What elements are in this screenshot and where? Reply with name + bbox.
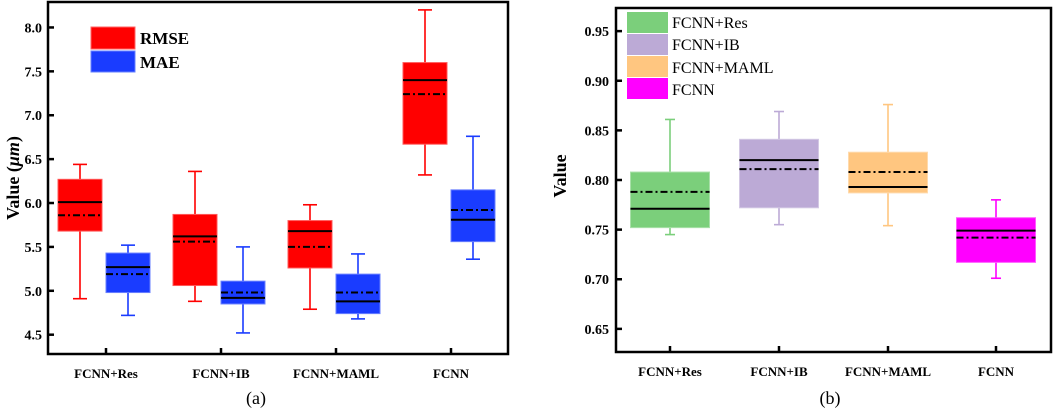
legend-swatch-fcnn-res <box>627 12 668 33</box>
x-tick-label-fcnn-res: FCNN+Res <box>74 366 138 381</box>
box-value-fcnn-res <box>630 118 710 236</box>
panel-a-boxes <box>57 9 496 334</box>
x-tick-label-fcnn: FCNN <box>433 366 470 381</box>
box-iqr <box>630 171 710 229</box>
y-tick-label: 0.65 <box>585 323 610 338</box>
box-iqr <box>450 189 496 243</box>
y-tick-label: 7.0 <box>25 109 43 124</box>
box-rmse-fcnn-ib <box>172 170 218 303</box>
panel-b: 0.650.700.750.800.850.900.95 FCNN+Res FCN… <box>550 6 1053 409</box>
x-tick-label-fcnn-maml: FCNN+MAML <box>293 366 379 381</box>
box-iqr <box>402 62 448 145</box>
x-tick-label-fcnn-maml: FCNN+MAML <box>845 364 931 379</box>
box-rmse-fcnn <box>402 9 448 176</box>
y-tick-label: 4.5 <box>25 329 43 344</box>
panel-a-axes-frame <box>46 0 510 356</box>
legend-swatch-fcnn <box>627 78 668 99</box>
legend-label-fcnn-ib: FCNN+IB <box>672 37 740 54</box>
y-tick-label: 0.70 <box>585 273 610 288</box>
legend-label-rmse: RMSE <box>140 29 189 48</box>
panel-b-y-ticks: 0.65 0.70 0.75 0.80 0.85 0.90 0.95 <box>585 25 622 338</box>
box-rmse-fcnn-res <box>57 163 103 300</box>
panel-a-legend: RMSE MAE <box>90 26 189 73</box>
legend-label-fcnn: FCNN <box>672 82 715 99</box>
box-mae-fcnn <box>450 135 496 260</box>
box-iqr <box>172 213 218 287</box>
x-tick-label-fcnn-res: FCNN+Res <box>638 364 702 379</box>
panel-b-x-ticks: FCNN+Res FCNN+IB FCNN+MAML FCNN <box>638 346 1015 379</box>
box-mae-fcnn-maml <box>335 253 381 320</box>
panel-a-y-axis-label: Value (μm) <box>3 136 24 220</box>
y-tick-label: 6.0 <box>25 197 43 212</box>
box-value-fcnn <box>956 199 1036 280</box>
box-value-fcnn-maml <box>848 103 928 227</box>
y-tick-label: 0.85 <box>585 124 610 139</box>
box-iqr <box>105 252 151 294</box>
legend-label-mae: MAE <box>140 53 180 72</box>
box-iqr <box>287 220 333 269</box>
y-tick-label: 0.80 <box>585 174 610 189</box>
legend-swatch-mae <box>90 50 136 73</box>
legend-label-fcnn-res: FCNN+Res <box>672 15 748 32</box>
y-tick-label: 7.5 <box>25 65 43 80</box>
box-rmse-fcnn-maml <box>287 203 333 311</box>
legend-label-fcnn-maml: FCNN+MAML <box>672 60 773 77</box>
x-tick-label-fcnn-ib: FCNN+IB <box>192 366 250 381</box>
panel-a-y-ticks: 4.5 5.0 5.5 6.0 6.5 7.0 7.5 8.0 <box>25 21 54 344</box>
y-tick-label: 6.5 <box>25 153 43 168</box>
box-iqr <box>57 178 103 232</box>
y-tick-label: 8.0 <box>25 21 43 36</box>
y-tick-label: 5.0 <box>25 285 43 300</box>
box-iqr <box>739 138 819 209</box>
box-value-fcnn-ib <box>739 110 819 226</box>
legend-swatch-rmse <box>90 26 136 50</box>
legend-swatch-fcnn-maml <box>627 56 668 77</box>
x-tick-label-fcnn: FCNN <box>978 364 1015 379</box>
panel-a-caption: (a) <box>246 388 266 409</box>
y-tick-label: 0.75 <box>585 224 610 239</box>
panel-b-y-axis-label: Value <box>550 154 570 197</box>
x-tick-label-fcnn-ib: FCNN+IB <box>750 364 808 379</box>
box-iqr <box>956 217 1036 263</box>
y-tick-label: 0.95 <box>585 25 610 40</box>
panel-a-x-ticks: FCNN+Res FCNN+IB FCNN+MAML FCNN <box>74 348 470 381</box>
y-tick-label: 5.5 <box>25 241 43 256</box>
box-mae-fcnn-res <box>105 244 151 317</box>
box-mae-fcnn-ib <box>220 246 266 334</box>
panel-a: 4.5 5.0 5.5 6.0 6.5 7.0 7.5 8.0 FCNN+Res FCNN+IB… <box>3 0 510 409</box>
panel-b-caption: (b) <box>820 388 841 409</box>
y-tick-label: 0.90 <box>585 75 610 90</box>
legend-swatch-fcnn-ib <box>627 34 668 55</box>
box-iqr <box>335 273 381 315</box>
panel-b-boxes <box>630 103 1036 280</box>
panel-b-legend: FCNN+Res FCNN+IB FCNN+MAML FCNN <box>627 12 773 99</box>
